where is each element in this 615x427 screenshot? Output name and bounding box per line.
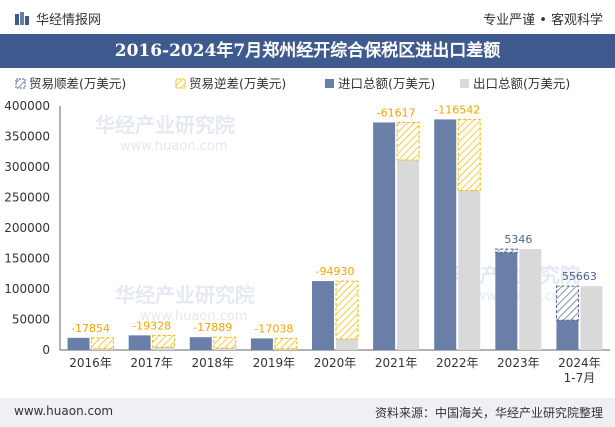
data-label: -61617	[377, 106, 416, 119]
slogan: 专业严谨 • 客观科学	[483, 13, 603, 28]
x-tick-label: 1-7月	[564, 371, 596, 385]
legend-item-deficit[interactable]: 贸易逆差(万美元)	[175, 76, 286, 91]
top-bar: 华经情报网 专业严谨 • 客观科学	[0, 0, 615, 35]
bar-import[interactable]	[495, 252, 518, 350]
y-tick-label: 200000	[4, 221, 50, 235]
watermark-url: www.huaon.com	[120, 139, 227, 154]
bar-import[interactable]	[312, 281, 334, 350]
legend-label: 贸易顺差(万美元)	[29, 76, 126, 91]
y-tick-label: 250000	[4, 191, 50, 205]
y-tick-label: 50000	[12, 313, 50, 327]
data-label: 55663	[562, 270, 597, 283]
watermark-url: www.huaon.com	[140, 309, 247, 324]
bar-export[interactable]	[336, 338, 358, 350]
x-tick-label: 2021年	[375, 356, 418, 370]
bar-deficit[interactable]	[274, 337, 298, 350]
data-label: -17038	[254, 322, 293, 335]
bar-deficit[interactable]	[335, 280, 359, 340]
brand-logo-icon	[15, 11, 29, 25]
axes: 0 50000 100000 150000 200000 250000 300000 3500…	[4, 99, 610, 385]
data-labels: -17854 -19328 -17889 -17038 -94930 -61617 -116…	[71, 103, 597, 335]
x-tick-label: 2017年	[130, 356, 173, 370]
legend-label: 贸易逆差(万美元)	[189, 76, 286, 91]
bar-import[interactable]	[373, 122, 396, 350]
footer-source: 资料来源：中国海关，华经产业研究院整理	[374, 406, 603, 420]
legend-label: 进口总额(万美元)	[338, 76, 435, 91]
watermark-text: 华经产业研究院	[95, 113, 235, 137]
bar-export[interactable]	[152, 347, 175, 350]
brand-name: 华经情报网	[36, 13, 102, 28]
watermark-url: www.huaon.com	[465, 289, 572, 304]
legend-item-import[interactable]: 进口总额(万美元)	[325, 76, 435, 91]
bar-deficit[interactable]	[213, 336, 237, 349]
chart-title: 2016-2024年7月郑州经开综合保税区进出口差额	[0, 34, 615, 68]
data-label: -94930	[316, 265, 355, 278]
footer-website[interactable]: www.huaon.com	[14, 404, 114, 418]
y-tick-label: 350000	[4, 130, 50, 144]
bar-export[interactable]	[274, 348, 297, 350]
x-tick-label: 2024年	[558, 356, 601, 370]
bars	[67, 118, 603, 350]
x-tick-label: 2022年	[436, 356, 479, 370]
x-tick-label: 2023年	[497, 356, 540, 370]
bar-surplus[interactable]	[555, 285, 579, 321]
bar-import[interactable]	[556, 320, 579, 350]
data-label: -19328	[132, 319, 171, 332]
x-tick-label: 2018年	[192, 356, 235, 370]
y-tick-label: 150000	[4, 252, 50, 266]
bar-export[interactable]	[458, 190, 481, 350]
legend: 贸易顺差(万美元) 贸易逆差(万美元) 进口总额(万美元) 出口总额(万美元)	[15, 76, 570, 91]
bar-export[interactable]	[519, 249, 542, 350]
bar-import[interactable]	[250, 338, 273, 350]
bar-deficit[interactable]	[457, 118, 481, 192]
bar-export[interactable]	[397, 160, 420, 350]
y-tick-label: 0	[42, 343, 50, 357]
bar-deficit[interactable]	[396, 121, 420, 161]
x-tick-label: 2019年	[253, 356, 296, 370]
data-label: -17854	[71, 322, 110, 335]
data-label: -116542	[434, 103, 480, 116]
chart-area: 华经产业研究院 www.huaon.com 华经产业研究院 www.huaon.…	[4, 76, 610, 385]
bar-deficit[interactable]	[91, 337, 115, 350]
watermark-text: 华经产业研究院	[115, 283, 255, 307]
legend-label: 出口总额(万美元)	[473, 76, 570, 91]
legend-item-export[interactable]: 出口总额(万美元)	[460, 76, 570, 91]
bar-deficit[interactable]	[152, 334, 176, 348]
bar-export[interactable]	[580, 286, 603, 350]
bar-import[interactable]	[67, 337, 90, 350]
bar-import[interactable]	[128, 335, 151, 350]
bar-import[interactable]	[189, 337, 212, 350]
legend-item-surplus[interactable]: 贸易顺差(万美元)	[15, 76, 126, 91]
bar-surplus[interactable]	[494, 248, 518, 253]
data-label: 5346	[504, 233, 532, 246]
brand[interactable]: 华经情报网	[14, 9, 101, 28]
bar-export[interactable]	[91, 348, 114, 350]
footer: www.huaon.com 资料来源：中国海关，华经产业研究院整理	[0, 398, 615, 427]
x-tick-label: 2020年	[314, 356, 357, 370]
data-label: -17889	[193, 321, 232, 334]
bar-import[interactable]	[434, 119, 457, 350]
x-tick-label: 2016年	[69, 356, 112, 370]
y-tick-label: 100000	[4, 282, 50, 296]
bar-export[interactable]	[213, 348, 236, 350]
y-tick-label: 400000	[4, 99, 50, 113]
y-tick-label: 300000	[4, 160, 50, 174]
